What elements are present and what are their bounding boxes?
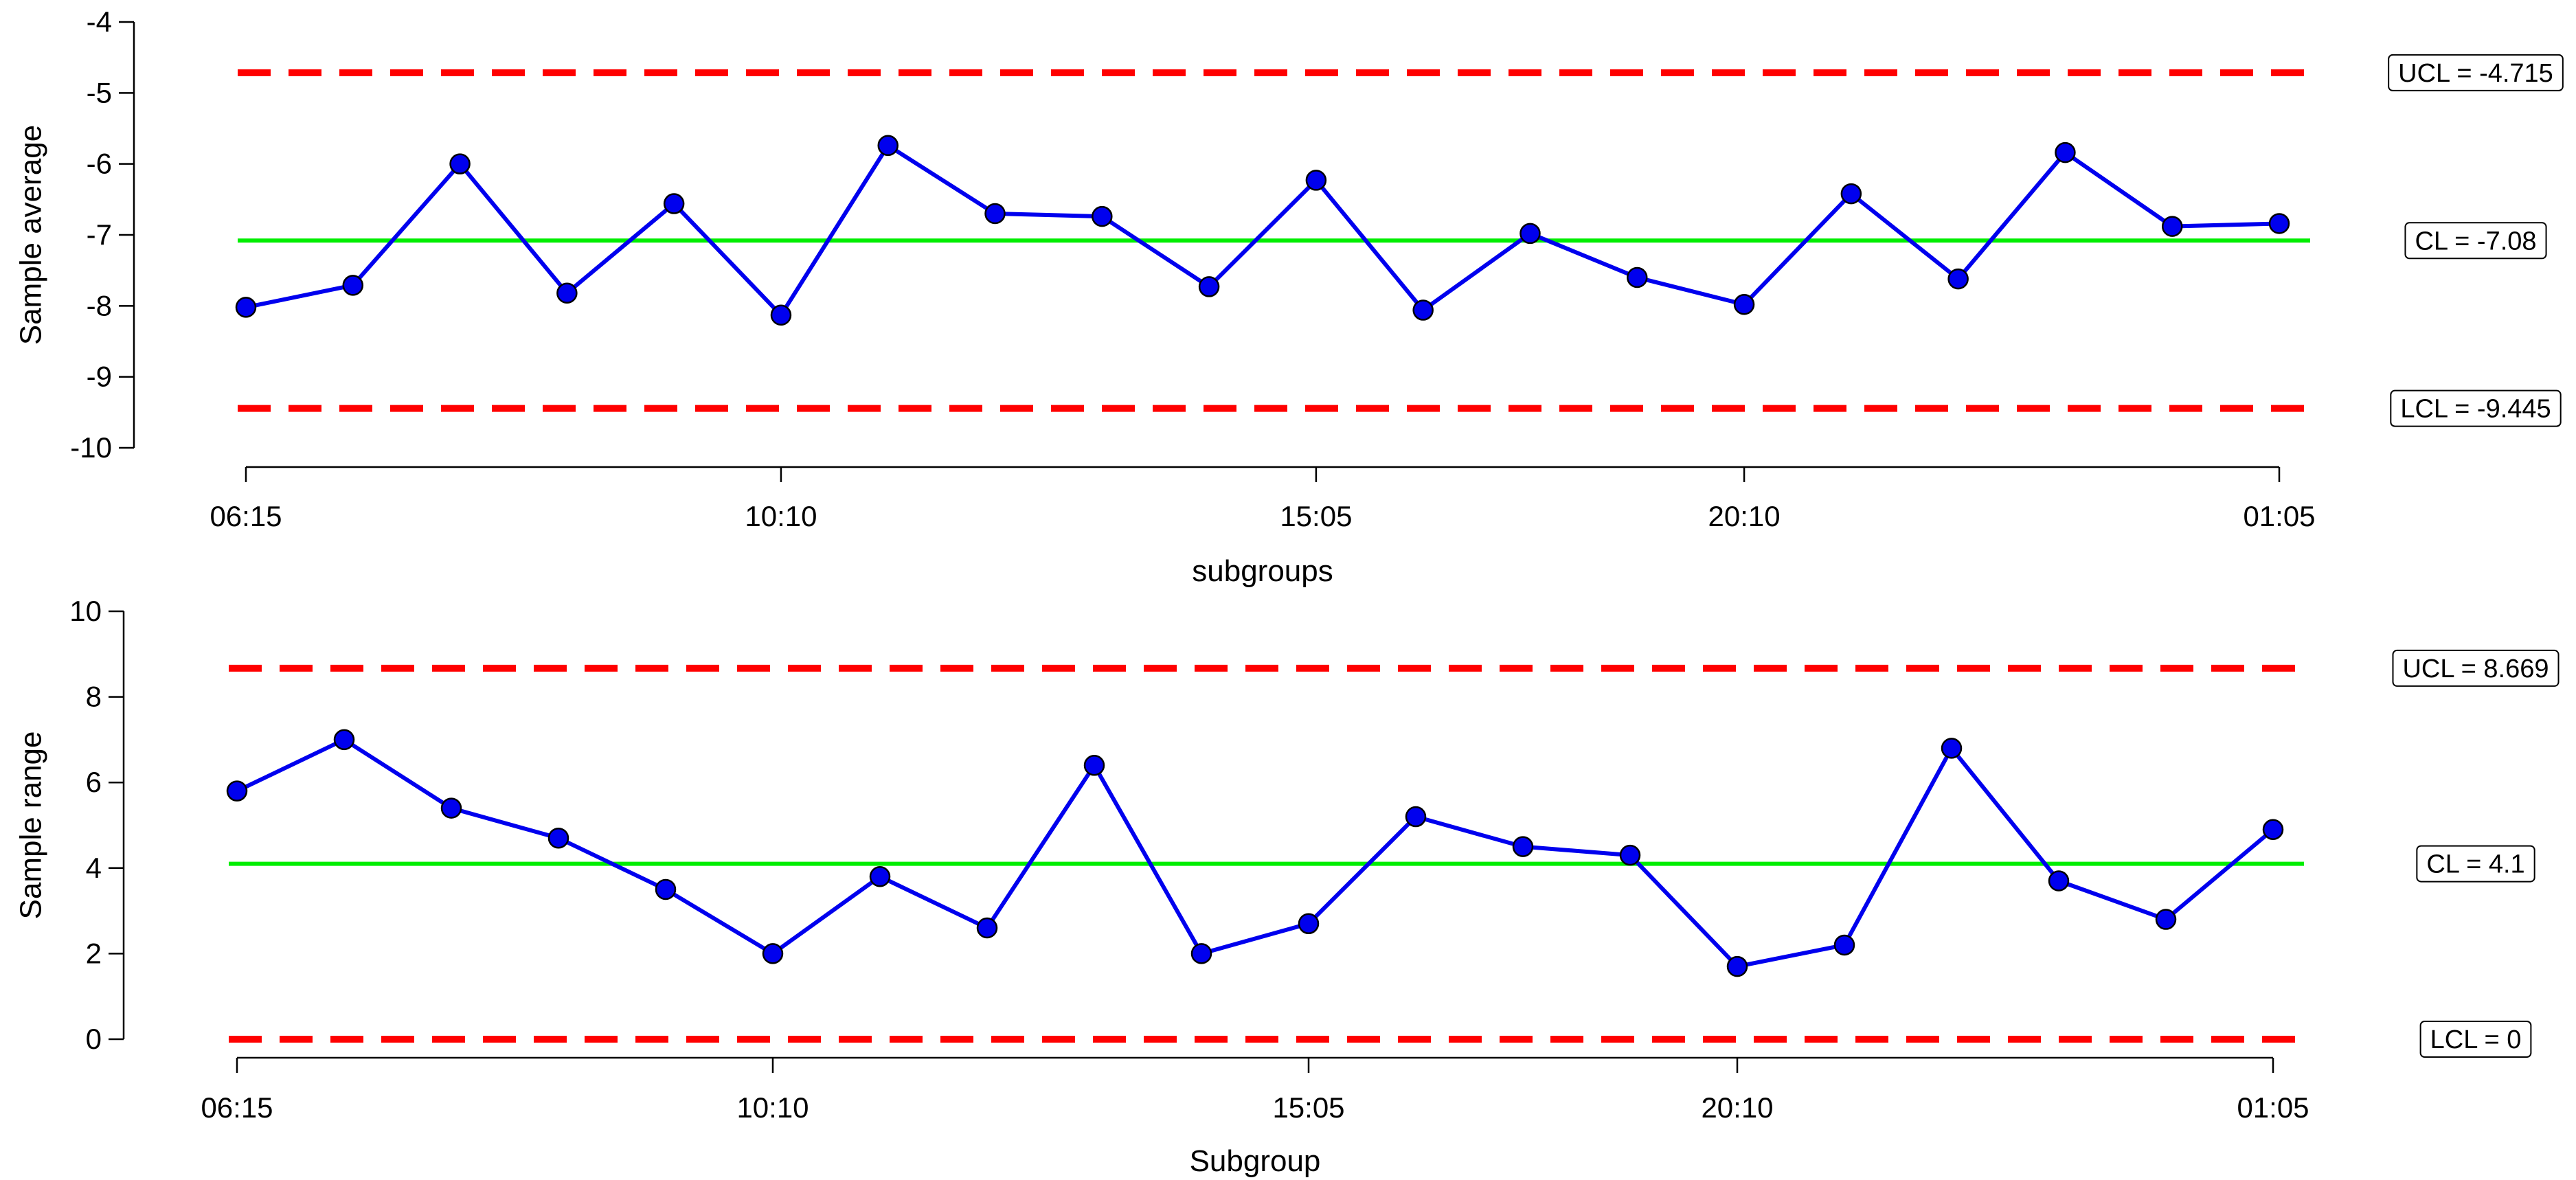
data-point <box>1305 170 1327 191</box>
series-line <box>245 143 2280 317</box>
data-point <box>449 153 471 174</box>
data-point <box>556 282 578 304</box>
x-tick-label: 06:15 <box>201 1091 273 1124</box>
data-point <box>235 297 257 318</box>
x-tick-label: 10:10 <box>745 500 817 532</box>
range-chart-panel: 10 8 6 4 2 0 Sample range 06:15 10:10 15:05 20:10 0… <box>14 595 2560 1178</box>
x-tick-label: 20:10 <box>1701 1091 1773 1124</box>
data-point <box>2262 819 2284 840</box>
ucl-label-text: UCL = 8.669 <box>2402 655 2549 683</box>
data-point <box>1941 738 1963 759</box>
cl-label-text: CL = 4.1 <box>2426 850 2524 879</box>
data-point <box>333 729 355 751</box>
data-point <box>1619 844 1641 866</box>
data-point <box>440 797 462 819</box>
data-point <box>2155 909 2177 930</box>
data-point <box>770 304 792 326</box>
data-point <box>1198 276 1220 297</box>
y-tick-label: -7 <box>87 218 112 251</box>
y-tick-label: -4 <box>87 5 112 38</box>
ucl-label-box <box>2392 649 2560 687</box>
y-tick-label: -10 <box>70 431 112 464</box>
data-point <box>2048 870 2070 892</box>
y-tick-label: 0 <box>86 1023 102 1055</box>
y-tick-label: -6 <box>87 148 112 180</box>
data-point <box>1190 943 1212 964</box>
data-point <box>2055 141 2076 163</box>
data-point <box>1512 836 1534 857</box>
data-point <box>1083 755 1105 776</box>
y-tick-label: -8 <box>87 289 112 321</box>
y-tick-label: 2 <box>86 937 102 969</box>
data-point <box>762 943 784 964</box>
y-tick-label: -5 <box>87 76 112 109</box>
y-axis-title: Sample range <box>14 731 48 920</box>
y-tick-label: -9 <box>87 361 112 393</box>
data-point <box>1627 266 1648 288</box>
data-point <box>1405 806 1427 828</box>
ucl-label-box <box>2388 54 2564 91</box>
x-tick-label: 15:05 <box>1280 500 1352 532</box>
data-point <box>2268 213 2290 234</box>
y-tick-label: 6 <box>86 766 102 798</box>
y-tick-label: 8 <box>86 681 102 713</box>
lcl-label-text: LCL = 0 <box>2430 1025 2522 1054</box>
x-axis-title: subgroups <box>1192 554 1333 588</box>
data-point <box>1412 299 1434 321</box>
x-tick-label: 01:05 <box>2243 500 2315 532</box>
data-point <box>1519 223 1541 245</box>
data-point <box>655 878 677 900</box>
data-point <box>984 203 1006 225</box>
lcl-label-text: LCL = -9.445 <box>2400 395 2551 424</box>
cl-label-text: CL = -7.08 <box>2415 227 2536 256</box>
data-point <box>2161 216 2183 237</box>
x-tick-label: 01:05 <box>2237 1091 2309 1124</box>
data-point <box>342 275 364 296</box>
x-tick-label: 06:15 <box>210 500 282 532</box>
x-tick-label: 10:10 <box>736 1091 809 1124</box>
data-point <box>976 917 998 939</box>
data-point <box>1833 934 1855 956</box>
lcl-label-box <box>2390 389 2562 427</box>
data-point <box>1947 268 1969 290</box>
data-point <box>1733 294 1755 315</box>
cl-label-box <box>2404 222 2547 260</box>
x-axis-title: Subgroup <box>1190 1144 1321 1178</box>
y-tick-label: 4 <box>86 852 102 884</box>
data-point <box>226 780 248 802</box>
x-tick-label: 15:05 <box>1272 1091 1344 1124</box>
ucl-label-text: UCL = -4.715 <box>2398 59 2553 88</box>
data-point <box>1840 183 1862 205</box>
x-tick-label: 20:10 <box>1708 500 1780 532</box>
data-point <box>869 866 891 887</box>
data-point <box>877 135 899 157</box>
data-point <box>1092 205 1113 227</box>
data-point <box>663 193 685 214</box>
series-line <box>236 737 2274 969</box>
xbar-chart-panel: -4 -5 -6 -7 -8 -9 -10 Sample average 06:15 10:10 1… <box>14 5 2564 588</box>
data-point <box>1726 955 1748 977</box>
data-point <box>1298 913 1320 935</box>
cl-label-box <box>2416 845 2535 883</box>
y-tick-label: 10 <box>69 595 102 627</box>
lcl-label-box <box>2419 1021 2532 1058</box>
data-point <box>547 827 569 849</box>
y-axis-title: Sample average <box>14 125 48 345</box>
